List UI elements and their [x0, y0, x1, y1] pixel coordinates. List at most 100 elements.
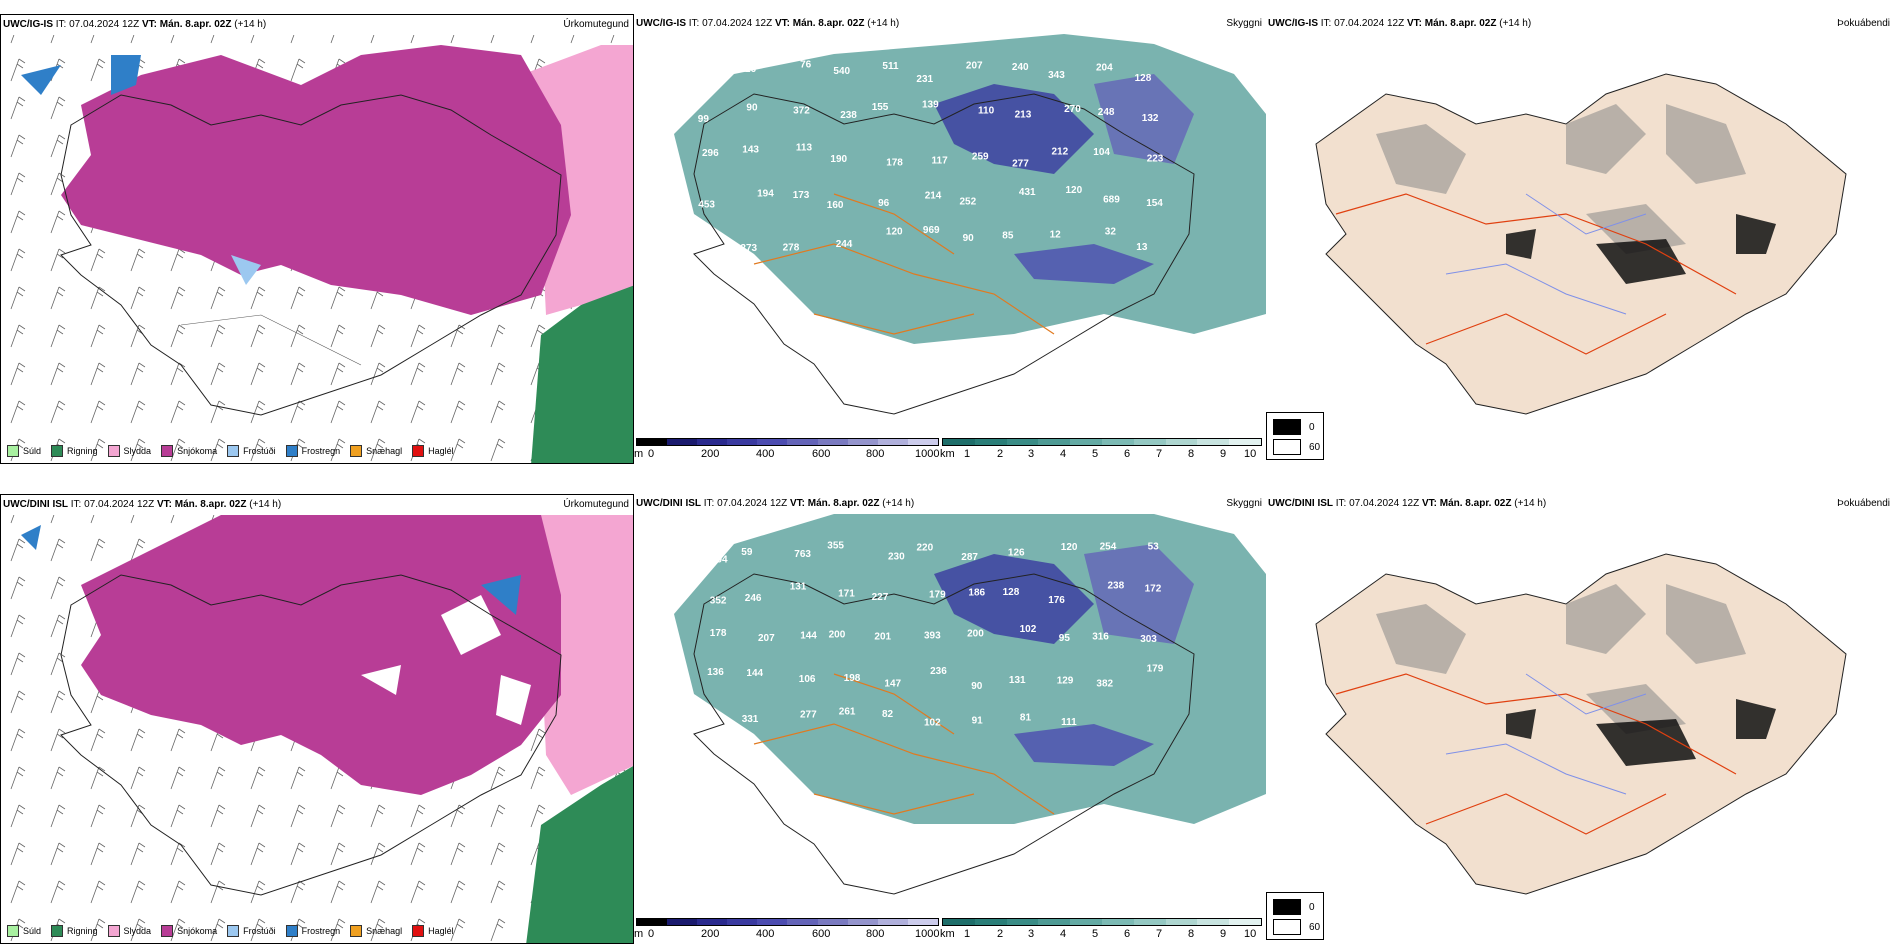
legend-swatch — [227, 445, 240, 457]
cloud-base-label: 246 — [745, 593, 762, 604]
cloud-base-label: 176 — [1048, 595, 1065, 606]
scale-swatch — [907, 439, 938, 445]
scale-swatch — [1038, 919, 1071, 925]
scale-swatch — [667, 919, 698, 925]
cloud-base-label: 12 — [1050, 229, 1062, 240]
cloud-base-label: 511 — [882, 61, 899, 72]
fog-key: 0 60 — [1266, 412, 1324, 460]
panel-header: UWC/DINI ISL IT: 07.04.2024 12Z VT: Mán.… — [636, 498, 1262, 509]
scale-swatch — [667, 439, 698, 445]
scale-swatch — [1229, 439, 1261, 445]
cloud-base-label: 155 — [872, 102, 889, 113]
cloud-base-label: 13 — [1136, 242, 1148, 253]
rivers — [1445, 193, 1647, 315]
precip-type-map — [1, 35, 633, 463]
scale-swatch — [817, 919, 848, 925]
cloud-base-label: 76 — [800, 60, 812, 71]
scale-swatch — [1070, 919, 1102, 925]
cloud-base-label: 200 — [829, 630, 846, 641]
cloud-base-label: 201 — [874, 632, 891, 643]
cloud-base-label: 689 — [1103, 195, 1120, 206]
cloud-base-label: 261 — [839, 706, 856, 717]
param-title: Úrkomutegund — [563, 499, 629, 510]
cloud-base-label: 204 — [711, 555, 728, 566]
cloud-base-map: 204 59 763 355 230 220 287 126 120 254 53 352 246 131… — [674, 514, 1266, 895]
roads — [1335, 193, 1737, 355]
cloud-base-label: 382 — [1096, 678, 1113, 689]
panel-header: UWC/DINI ISL IT: 07.04.2024 12Z VT: Mán.… — [1268, 498, 1890, 509]
scale-swatch — [943, 439, 975, 445]
scale-swatch — [943, 919, 975, 925]
cloud-base-label: 126 — [1008, 548, 1025, 559]
cloud-base-label: 316 — [1092, 631, 1109, 642]
cloud-base-label: 303 — [1140, 634, 1157, 645]
scale-swatch — [1197, 919, 1230, 925]
cloud-base-label: 227 — [872, 592, 889, 603]
cloud-base-label: 160 — [827, 200, 844, 211]
cloud-base-label: 431 — [1019, 187, 1036, 198]
cloud-base-label: 90 — [746, 102, 758, 113]
scale-swatch — [1165, 919, 1198, 925]
scale-swatch — [1133, 919, 1166, 925]
cloud-base-label: 106 — [799, 674, 816, 685]
cloud-base-label: 190 — [830, 154, 847, 165]
vt-label: VT: — [141, 19, 157, 30]
legend-item: Frostúði — [227, 445, 276, 457]
legend-item: Súld — [7, 445, 41, 457]
model-name: UWC/IG-IS — [3, 19, 53, 30]
cloud-base-label: 82 — [882, 709, 894, 720]
precip-type-panel-top: UWC/IG-IS IT: 07.04.2024 12Z VT: Mán. 8.… — [0, 14, 634, 464]
fog-index-map — [1315, 73, 1847, 415]
cloud-base-label: 110 — [978, 106, 995, 117]
cloud-base-label: 120 — [1061, 542, 1078, 553]
fog-index-map — [1315, 553, 1847, 895]
cloud-base-label: 144 — [800, 630, 817, 641]
cloud-base-label: 763 — [794, 549, 811, 560]
cloud-base-label: 154 — [1146, 198, 1163, 209]
cloud-base-label: 331 — [742, 714, 759, 725]
legend-swatch — [107, 445, 120, 457]
cloud-base-label: 194 — [757, 189, 774, 200]
cloud-base-label: 393 — [924, 631, 941, 642]
cloud-base-label: 220 — [917, 543, 934, 554]
cloud-base-label: 95 — [1059, 633, 1071, 644]
cloud-base-label: 296 — [702, 148, 719, 159]
cloud-base-label: 238 — [840, 110, 857, 121]
legend-item: Snjókoma — [161, 445, 217, 457]
cloud-base-label: 278 — [783, 243, 800, 254]
cloud-base-label: 178 — [710, 628, 727, 639]
freezing-rain-area — [111, 55, 141, 95]
param-title: Þokuábendi — [1837, 498, 1890, 509]
cloud-base-label: 230 — [888, 551, 905, 562]
scale-swatch — [1165, 439, 1198, 445]
cloud-base-label: 204 — [1096, 62, 1113, 73]
legend-item: Haglél — [412, 445, 454, 457]
cloud-base-label: 214 — [925, 191, 942, 202]
cloud-base-label: 223 — [1147, 153, 1164, 164]
cloud-base-label: 128 — [1135, 73, 1152, 84]
param-title: Úrkomutegund — [563, 19, 629, 30]
scale-swatch — [1229, 919, 1261, 925]
lead-time: (+14 h) — [234, 19, 267, 30]
scale-swatch — [637, 919, 668, 925]
panel-header: UWC/DINI ISL IT: 07.04.2024 12Z VT: Mán.… — [3, 499, 629, 510]
cloud-base-label: 102 — [1020, 624, 1037, 635]
scale-swatch — [847, 919, 878, 925]
scale-swatch — [757, 919, 788, 925]
scale-swatch — [1101, 919, 1134, 925]
cloud-base-label: 32 — [1105, 227, 1117, 238]
cloud-base-label: 132 — [1142, 113, 1159, 124]
cloud-base-label: 252 — [960, 196, 977, 207]
cloud-base-label: 372 — [793, 105, 810, 116]
cloud-base-label: 270 — [1064, 104, 1081, 115]
cloud-labels: 187 126 76 540 511 231 207 240 343 204 128 99 90 372 2… — [698, 60, 1164, 254]
height-scale: m 0 200 400 600 800 1000 — [634, 918, 941, 944]
cloud-base-label: 287 — [961, 552, 978, 563]
cloud-base-label: 129 — [1057, 676, 1074, 687]
cloud-base-label: 240 — [1012, 62, 1029, 73]
cloud-base-label: 90 — [963, 233, 975, 244]
cloud-base-label: 254 — [1100, 542, 1117, 553]
cloud-base-label: 277 — [800, 709, 817, 720]
legend-swatch — [51, 445, 64, 457]
cloud-base-label: 352 — [710, 595, 727, 606]
